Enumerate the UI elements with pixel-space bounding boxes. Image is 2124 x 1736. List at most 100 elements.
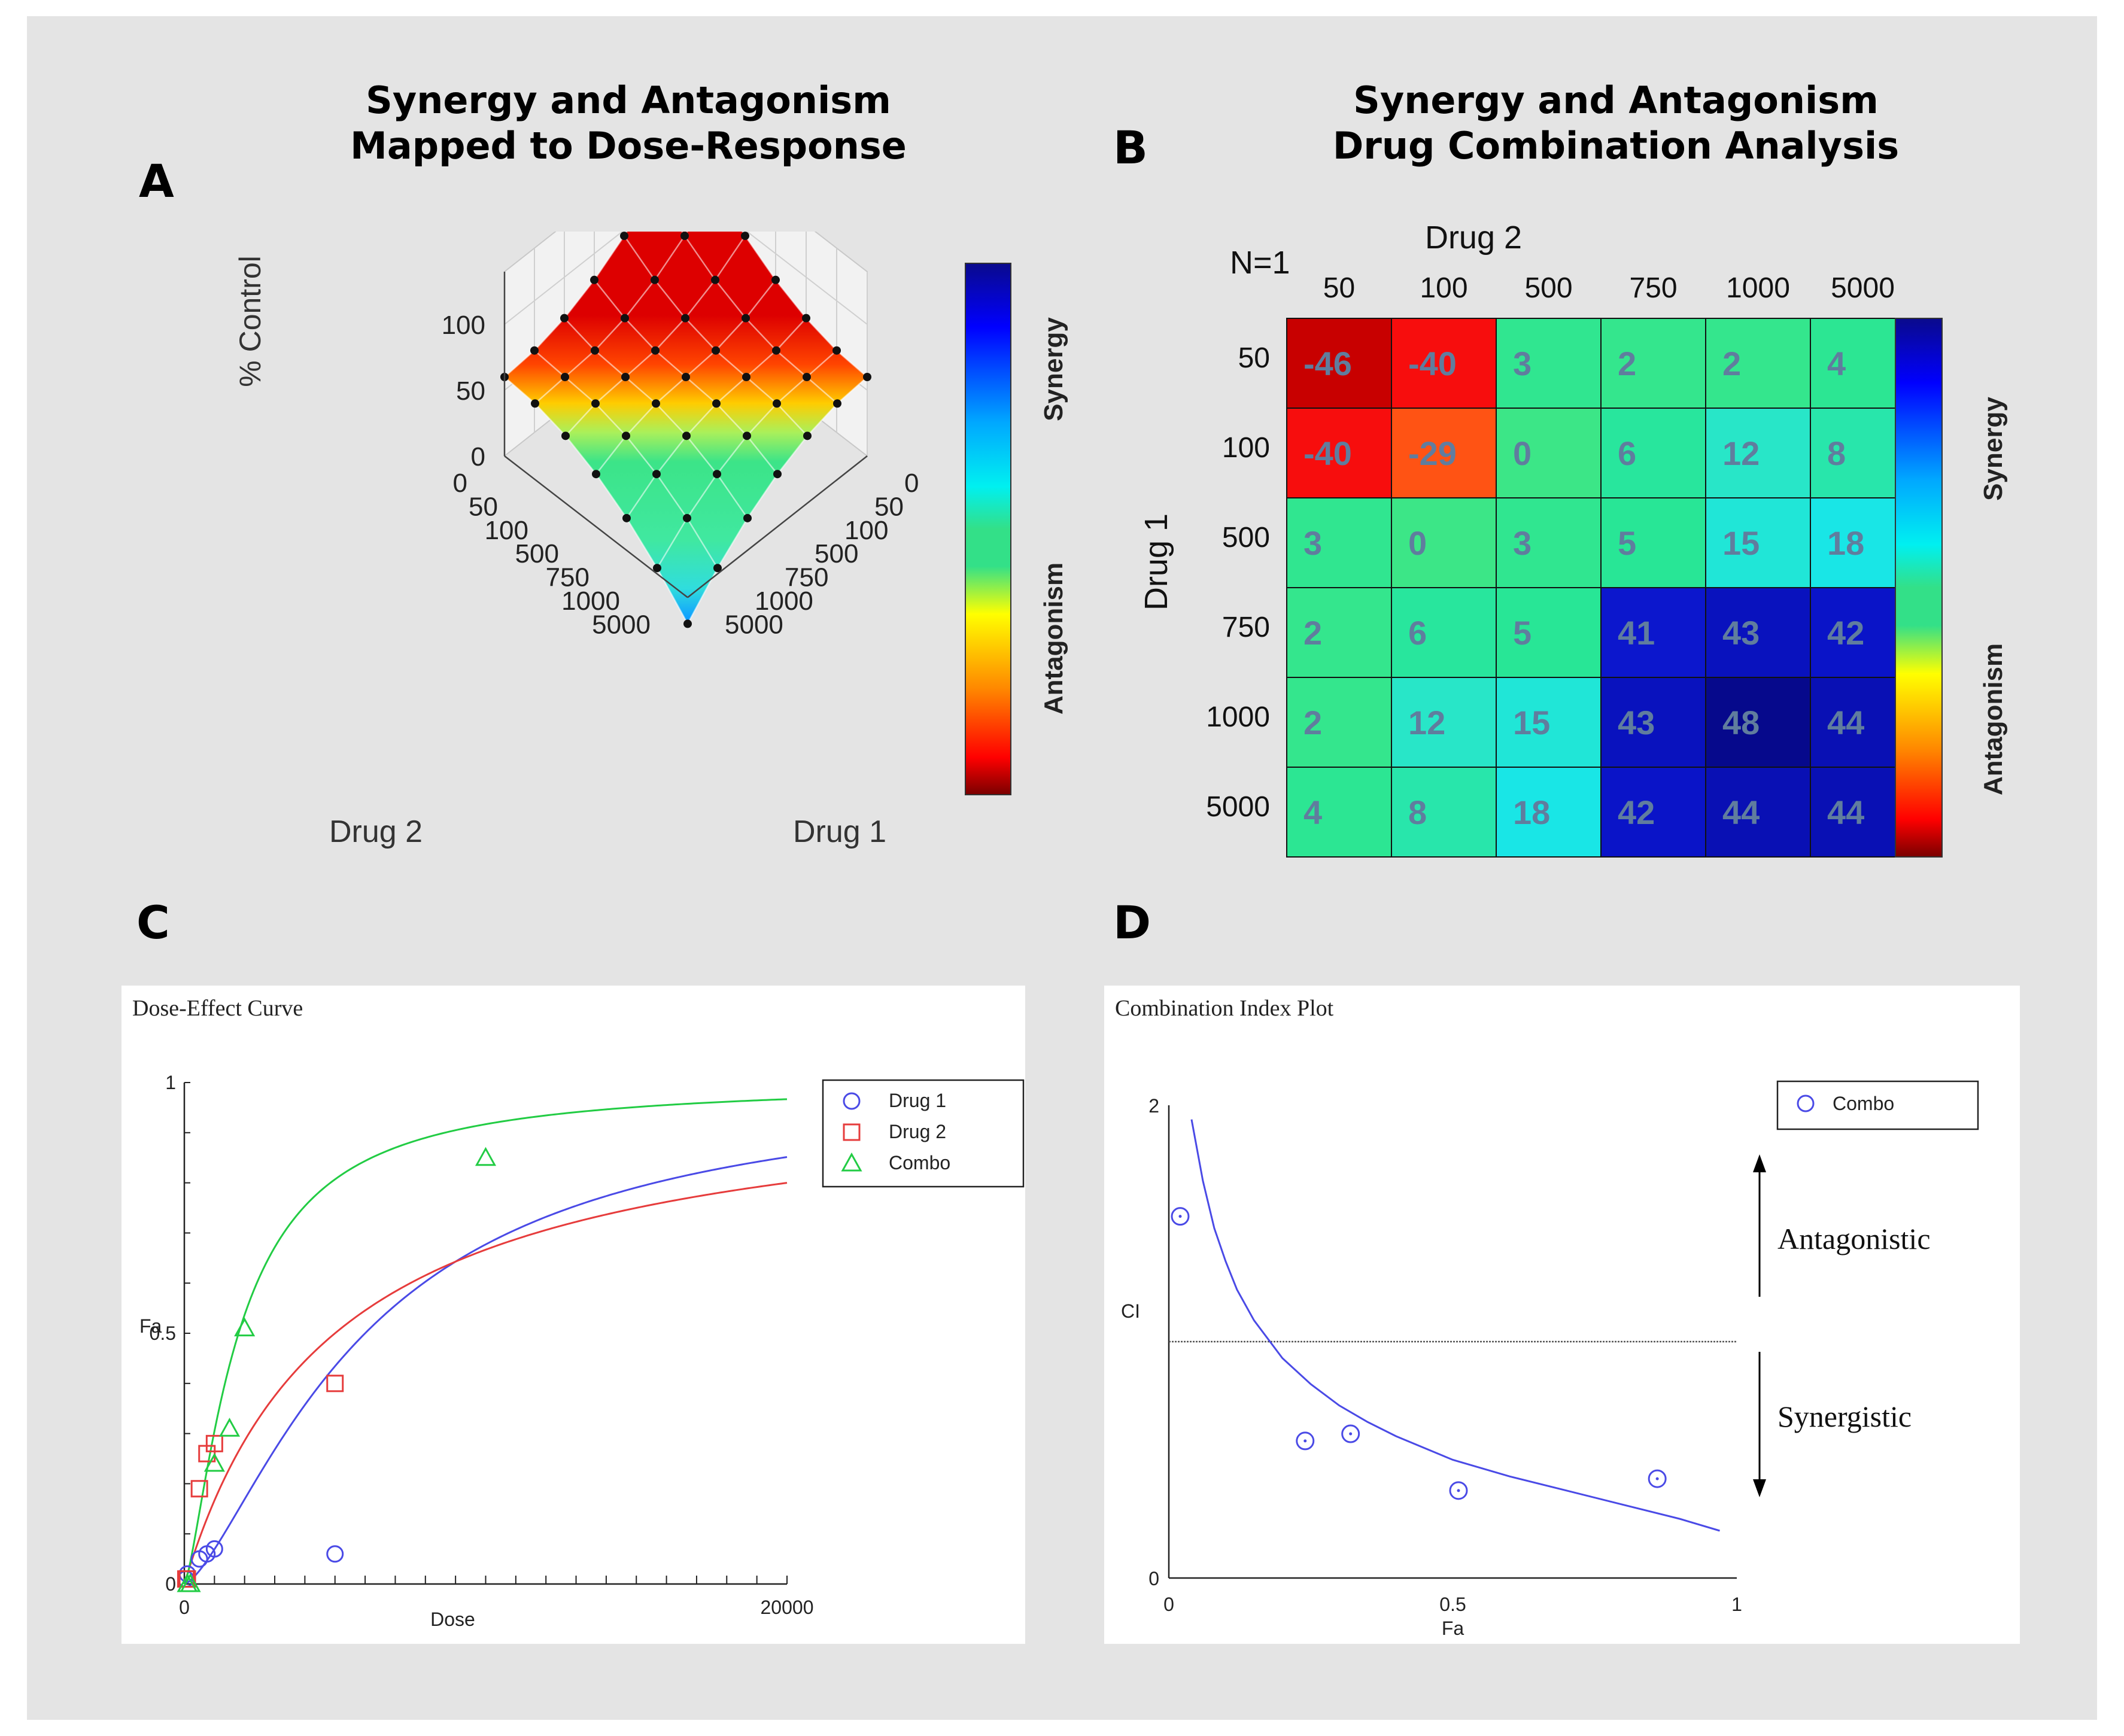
panel-b-cell-value: 12: [1408, 704, 1445, 741]
panel-a-data-point: [622, 513, 631, 522]
panel-b-title: Synergy and Antagonism Drug Combination …: [1257, 78, 1975, 169]
panel-a-data-point: [592, 470, 600, 479]
panel-a-drug2-tick-label: 0: [453, 469, 467, 498]
panel-a-drug1-label: Drug 1: [793, 814, 886, 849]
panel-letter-c: C: [136, 896, 170, 949]
panel-a-z-tick-label: 50: [456, 376, 485, 406]
panel-b-heat-cell: [1600, 497, 1706, 588]
panel-a-data-point: [591, 399, 600, 408]
panel-c-marker-combo: [180, 1573, 201, 1592]
panel-b-heat-cell: [1496, 318, 1602, 409]
panel-a-data-point: [681, 314, 689, 323]
panel-a-data-point: [680, 232, 689, 241]
panel-c-marker-drug-2: [205, 1434, 223, 1452]
panel-b-colorbar-synergy-label: Synergy: [1979, 397, 2008, 501]
panel-a-data-point: [682, 431, 691, 440]
panel-a-data-point: [652, 470, 661, 479]
panel-b-colorbar: [1895, 318, 1943, 858]
panel-a-data-point: [863, 373, 871, 381]
panel-b-cell-value: 0: [1513, 434, 1532, 472]
panel-b-x-tick-label: 5000: [1831, 272, 1895, 304]
panel-d-marker-combo: [1648, 1469, 1667, 1488]
panel-c-curve-combo: [183, 1098, 788, 1585]
panel-a-data-point: [652, 399, 660, 408]
panel-a-data-point: [713, 470, 721, 479]
panel-b-heat-cell: [1391, 318, 1497, 409]
panel-b-y-tick-label: 500: [1222, 522, 1270, 554]
panel-a-z-label: % Control: [233, 256, 267, 387]
panel-a-drug2-axis: [504, 455, 688, 598]
panel-c-curve-drug-1: [184, 1156, 788, 1585]
panel-a-data-point: [682, 373, 690, 381]
panel-a-data-point: [530, 346, 539, 355]
panel-c-dose-effect-plot: Dose-Effect Curve 0 20000 0 0.5 1 Dose Fa Drug…: [121, 986, 1025, 1644]
panel-a-drug2-tick-label: 100: [485, 516, 528, 545]
panel-a-drug1-tick-label: 0: [904, 469, 919, 498]
panel-a-title: Synergy and Antagonism Mapped to Dose-Re…: [299, 78, 958, 169]
panel-b-colorbar-antagonism-label: Antagonism: [1979, 643, 2008, 795]
panel-c-x-tick-label: 20000: [761, 1597, 814, 1618]
panel-b-cell-value: 4: [1303, 793, 1322, 831]
panel-b-cell-value: 41: [1618, 614, 1655, 652]
panel-b-heat-cell: [1391, 587, 1497, 678]
panel-a-data-point: [712, 346, 720, 355]
panel-b-cell-value: -46: [1303, 345, 1352, 382]
panel-a-drug2-tick-label: 1000: [561, 586, 620, 616]
panel-b-heat-cell: [1391, 408, 1497, 498]
panel-b-cell-value: 2: [1618, 345, 1636, 382]
panel-d-title: Combination Index Plot: [1115, 996, 1334, 1021]
panel-b-heat-cell: [1705, 587, 1811, 678]
panel-a-data-point: [683, 619, 692, 628]
panel-d-marker-center: [1655, 1477, 1659, 1480]
panel-a-data-point: [803, 373, 811, 381]
panel-a-data-point: [742, 373, 750, 381]
panel-b-x-tick-label: 100: [1420, 272, 1467, 304]
panel-b-n-label: N=1: [1230, 245, 1290, 281]
panel-c-marker-drug-1: [326, 1545, 344, 1563]
panel-b-heatmap: N=1 Drug 2 Drug 1 50 100 500 750 1000 5000 50…: [1138, 220, 2008, 858]
panel-a-data-point: [771, 275, 780, 284]
panel-a-data-point: [620, 232, 628, 241]
panel-a-drug2-tick-label: 50: [469, 492, 498, 521]
panel-b-y-tick-label: 100: [1222, 432, 1270, 464]
panel-a-data-point: [622, 431, 630, 440]
panel-letter-a: A: [139, 154, 174, 208]
panel-c-y-label: Fa: [139, 1315, 162, 1337]
panel-b-heat-cell: [1600, 677, 1706, 768]
panel-c-marker-drug-2: [178, 1570, 196, 1588]
panel-b-heat-cell: [1705, 318, 1811, 409]
panel-a-colorbar-antagonism-label: Antagonism: [1039, 563, 1068, 715]
panel-b-cell-value: 43: [1618, 704, 1655, 741]
panel-a-data-point: [772, 346, 780, 355]
panel-d-markers: [1171, 1207, 1667, 1500]
panel-a-data-point: [743, 431, 751, 440]
panel-a-drug1-tick-label: 750: [785, 563, 828, 592]
panel-b-x-tick-label: 750: [1629, 272, 1677, 304]
panel-a-data-point: [711, 275, 719, 284]
panel-a-drug2-label: Drug 2: [329, 814, 423, 849]
panel-b-x-tick-label: 1000: [1726, 272, 1790, 304]
panel-a-drug2-tick-label: 750: [546, 563, 590, 592]
panel-a-z-tick-label: 0: [471, 442, 485, 472]
panel-b-cell-value: 48: [1722, 704, 1760, 741]
panel-c-legend-marker: [841, 1152, 862, 1172]
panel-b-heat-cell: [1391, 767, 1497, 858]
panel-d-axes: 0 0.5 1 0 2 Fa CI: [1121, 1095, 1742, 1639]
panel-c-marker-combo: [218, 1418, 241, 1437]
panel-d-legend: Combo: [1776, 1080, 1979, 1130]
panel-c-curves: [183, 1098, 788, 1585]
panel-b-cell-value: 6: [1408, 614, 1427, 652]
panel-a-data-point: [653, 564, 661, 573]
panel-a-drug1-tick-label: 50: [874, 492, 904, 521]
panel-a-drug1-tick-label: 5000: [725, 610, 783, 639]
panel-b-cell-value: 44: [1827, 793, 1864, 831]
panel-d-antagonistic-label: Antagonistic: [1777, 1222, 1931, 1255]
panel-b-heat-cell: [1496, 587, 1602, 678]
panel-d-x-tick-label: 0: [1163, 1594, 1174, 1615]
panel-c-marker-drug-1: [205, 1540, 223, 1558]
panel-d-curve: [1190, 1119, 1720, 1532]
panel-b-x-label: Drug 2: [1425, 220, 1522, 256]
panel-b-heat-cell: [1286, 677, 1392, 768]
panel-b-cell-value: 42: [1618, 793, 1655, 831]
